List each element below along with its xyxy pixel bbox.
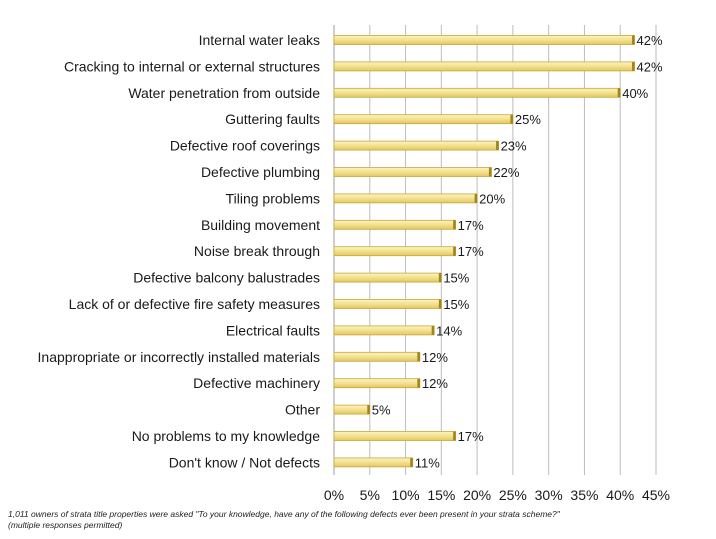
bar-end-cap <box>438 299 442 309</box>
category-label: Guttering faults <box>225 111 320 127</box>
bar-end-cap <box>632 35 635 45</box>
x-tick-label: 45% <box>642 487 670 503</box>
value-label: 15% <box>443 271 469 286</box>
bar <box>333 457 414 468</box>
bar <box>333 299 442 309</box>
x-tick-label: 0% <box>324 487 344 503</box>
value-label: 17% <box>458 429 484 444</box>
category-label: Internal water leaks <box>199 32 320 48</box>
footnote-line-1: 1,011 owners of strata title properties … <box>8 509 560 519</box>
bar-end-cap <box>488 167 492 177</box>
value-label: 42% <box>637 33 663 48</box>
bar-end-cap <box>474 193 478 203</box>
category-label: Cracking to internal or external structu… <box>64 58 320 74</box>
value-label: 40% <box>622 86 648 101</box>
x-tick-label: 35% <box>570 487 598 503</box>
category-label: Lack of or defective fire safety measure… <box>69 296 320 312</box>
value-label: 20% <box>479 191 505 206</box>
value-label: 11% <box>415 455 440 470</box>
bar-end-cap <box>410 457 413 467</box>
bar-end-cap <box>453 246 456 256</box>
value-label: 12% <box>422 350 448 365</box>
category-label: Defective balcony balustrades <box>133 270 320 286</box>
bar-end-cap <box>453 220 456 230</box>
category-label: Don't know / Not defects <box>169 454 320 470</box>
bar-end-cap <box>417 352 420 362</box>
value-label: 42% <box>637 59 663 74</box>
category-label: Inappropriate or incorrectly installed m… <box>38 349 320 365</box>
bar <box>333 272 442 283</box>
category-label: Tiling problems <box>226 190 320 206</box>
bar <box>333 431 457 441</box>
category-label: Defective plumbing <box>201 164 320 180</box>
value-label: 12% <box>422 376 448 391</box>
bar <box>333 167 492 177</box>
bar-end-cap <box>367 405 370 415</box>
bar <box>333 404 371 415</box>
bar <box>333 87 621 98</box>
value-labels: 42% 42% 40% 25% 23% 22% 20% 17% 17% 15% 15% 14% 12% 1… <box>372 33 663 470</box>
value-label: 17% <box>458 244 484 259</box>
value-label: 15% <box>443 297 469 312</box>
bar <box>333 246 457 257</box>
x-tick-label: 15% <box>427 487 455 503</box>
value-label: 17% <box>458 218 484 233</box>
bar <box>333 325 435 336</box>
x-tick-label: 25% <box>499 487 527 503</box>
x-tick-label: 40% <box>606 487 634 503</box>
footnote: 1,011 owners of strata title properties … <box>8 509 708 531</box>
category-label: Defective roof coverings <box>170 138 320 154</box>
bar-end-cap <box>632 61 635 71</box>
bar <box>333 351 421 362</box>
value-label: 14% <box>436 323 462 338</box>
bar <box>333 114 514 125</box>
value-label: 23% <box>501 139 527 154</box>
value-label: 25% <box>515 112 541 127</box>
x-tick-label: 10% <box>392 487 420 503</box>
bar-end-cap <box>438 273 442 283</box>
bar-end-cap <box>510 114 513 124</box>
gridlines <box>333 25 657 475</box>
value-label: 22% <box>493 165 519 180</box>
category-label: Water penetration from outside <box>128 85 320 101</box>
footnote-line-2: (multiple responses permitted) <box>8 520 123 530</box>
x-axis-ticks: 0% 5% 10% 15% 20% 25% 30% 35% 40% 45% <box>324 487 670 503</box>
x-tick-label: 30% <box>535 487 563 503</box>
category-labels: Internal water leaks Cracking to internal… <box>38 32 321 470</box>
category-label: Defective machinery <box>193 375 320 391</box>
bar <box>333 219 457 230</box>
bar <box>333 193 478 204</box>
category-label: Other <box>285 402 320 418</box>
bar-end-cap <box>431 325 435 335</box>
category-label: Noise break through <box>194 243 320 259</box>
bar-end-cap <box>496 141 499 151</box>
x-tick-label: 20% <box>463 487 491 503</box>
bar <box>333 35 635 45</box>
bar <box>333 140 499 151</box>
category-label: No problems to my knowledge <box>132 428 321 444</box>
bar <box>333 378 421 389</box>
bar-end-cap <box>453 431 456 441</box>
bar-end-cap <box>617 88 621 98</box>
value-label: 5% <box>372 403 391 418</box>
bar-end-cap <box>417 378 420 388</box>
bar-chart: Internal water leaks Cracking to internal… <box>38 25 670 503</box>
x-tick-label: 5% <box>360 487 380 503</box>
category-label: Building movement <box>201 217 320 233</box>
bar <box>333 61 635 72</box>
category-label: Electrical faults <box>226 322 320 338</box>
bars-group <box>333 35 635 468</box>
